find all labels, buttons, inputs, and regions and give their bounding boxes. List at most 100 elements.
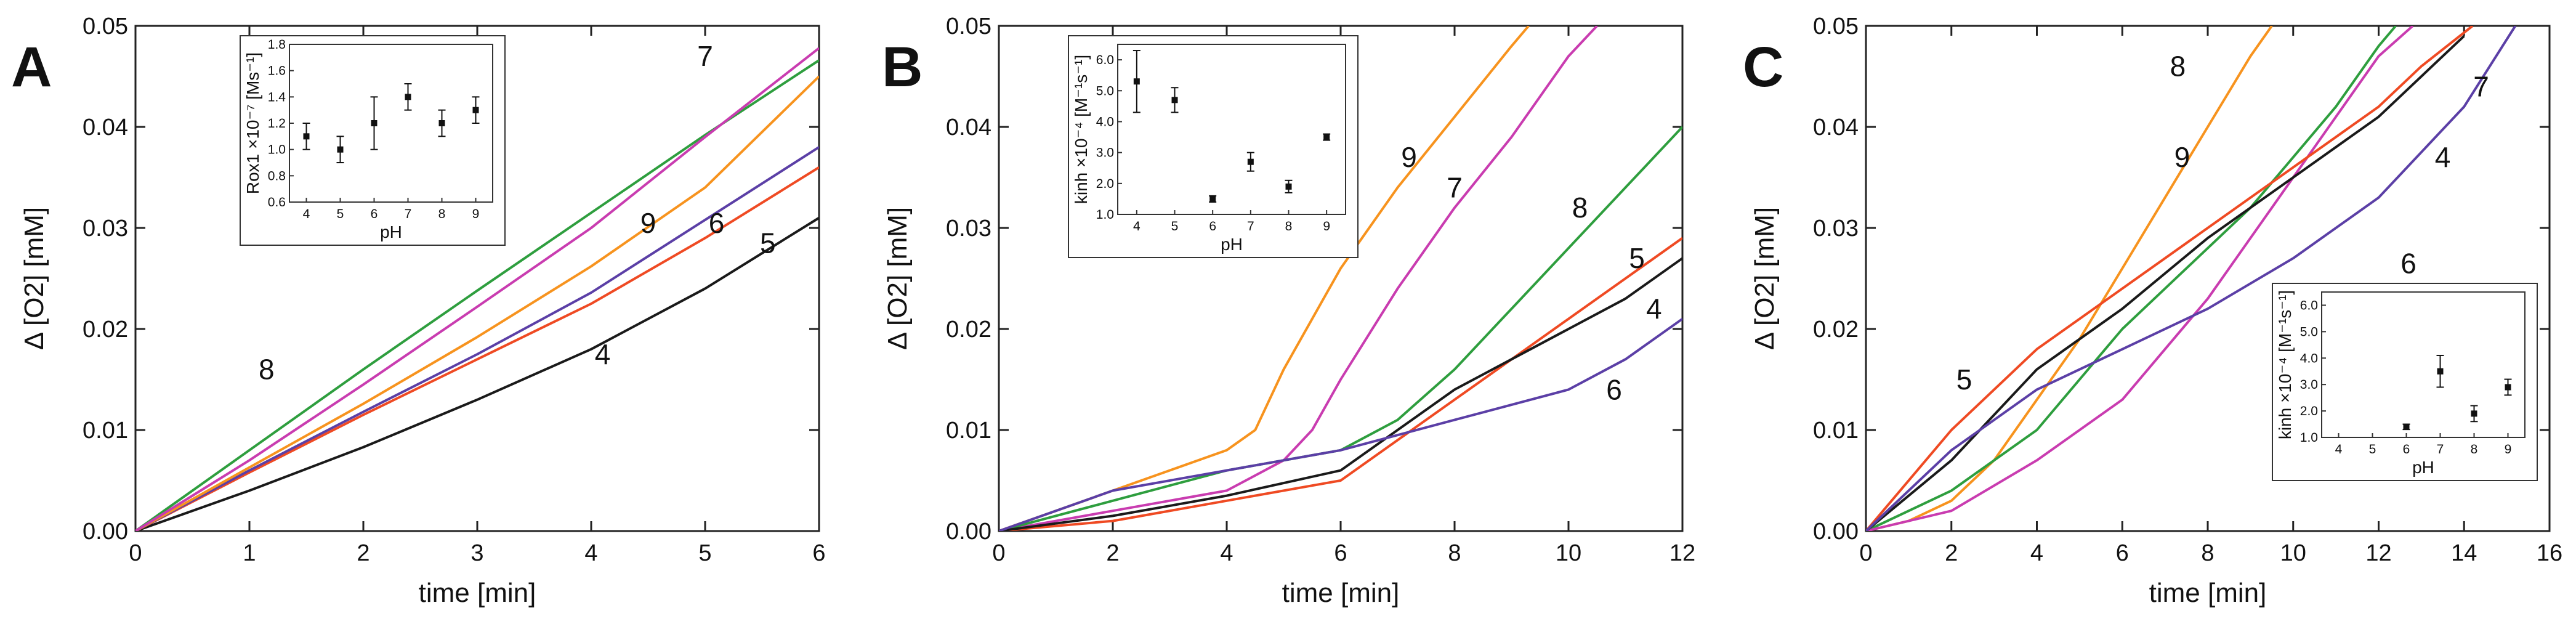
panel-a-x-tick-label: 3 [470,540,483,566]
panel-a-y-tick-label: 0.02 [83,317,128,343]
panel-c-x-tick-label: 12 [2365,540,2391,566]
panel-a-inset-x-tick-label: 7 [405,207,412,221]
panel-a-inset-y-tick-label: 0.8 [268,169,286,183]
panel-c-curve-label-7: 7 [2473,70,2489,102]
panel-b-inset-y-tick-label: 6.0 [1096,53,1114,67]
panel-b-inset-point [1209,195,1216,202]
panel-b-curve-label-9: 9 [1401,141,1417,173]
panel-c-x-tick-label: 0 [1859,540,1872,566]
panel-b-inset-frame [1068,35,1359,258]
panel-b-inset-point [1133,78,1140,85]
panel-c-inset-y-tick-label: 5.0 [2300,325,2318,339]
panel-c-inset-y-tick-label: 1.0 [2300,431,2318,445]
panel-b-inset-x-tick-label: 4 [1133,219,1141,233]
panel-c-x-tick-label: 16 [2537,540,2562,566]
panel-c-x-tick-label: 2 [1945,540,1958,566]
panel-a-inset-x-tick-label: 9 [472,207,480,221]
panel-b-y-tick-label: 0.04 [946,115,991,140]
panel-a-inset-x-axis-title: pH [380,222,402,241]
panel-c-inset-point [2403,423,2410,430]
panel-b-x-tick-label: 6 [1334,540,1347,566]
panel-b-inset-x-axis-title: pH [1221,235,1243,254]
panel-c-inset-point [2437,368,2444,375]
panel-a-inset-point [303,133,310,140]
panel-c-series-line-6 [1866,26,2517,531]
panel-b-series-line-9 [999,26,1530,531]
panel-c-inset-y-tick-label: 3.0 [2300,378,2318,392]
panel-b-inset-y-axis-title: kinh ×10⁻⁴ [M⁻¹s⁻¹] [1072,55,1091,204]
panel-a-series-line-7 [135,47,819,531]
panel-b-x-tick-label: 0 [992,540,1005,566]
panel-c-inset-x-tick-label: 4 [2335,442,2343,456]
panel-b-inset-y-tick-label: 4.0 [1096,115,1114,129]
panel-a-y-tick-label: 0.05 [83,14,128,39]
panel-b-x-axis-title: time [min] [1282,578,1400,608]
panel-a-series-line-8 [135,59,819,531]
panel-c: C 0 2 4 6 8 10 12 14 16 0.00 0.01 0.02 0.03 0.04 0.05 t… [1743,14,2562,608]
panel-a-inset-y-tick-label: 1.4 [268,90,286,104]
panel-b-y-axis-title: Δ [O2] [mM] [882,207,913,350]
panel-c-curve-label-6: 6 [2400,247,2417,279]
panel-b-inset-point [1323,134,1330,140]
panel-a-inset-x-tick-label: 6 [371,207,378,221]
panel-a-y-tick-label: 0.04 [83,115,128,140]
panel-c-inset-point [2505,384,2511,391]
panel-a-x-axis-title: time [min] [419,578,536,608]
panel-b-inset-plot-frame [1117,44,1346,215]
panel-c-y-tick-label: 0.00 [1813,519,1859,545]
panel-b-inset-y-tick-label: 2.0 [1096,177,1114,191]
panel-a-inset-x-tick-label: 8 [438,207,446,221]
panel-b-series-line-7 [999,26,1598,531]
panel-c-inset-point [2471,410,2477,417]
panel-a-curve-label-4: 4 [595,338,611,370]
panel-b-x-tick-label: 10 [1556,540,1581,566]
panel-c-series-line-8 [1866,26,2397,531]
panel-a-inset-y-axis-title: Rox1 ×10⁻⁷ [Ms⁻¹] [243,52,262,194]
panel-a-x-tick-label: 4 [584,540,597,566]
panel-b-inset-y-tick-label: 1.0 [1096,208,1114,222]
panel-a-inset-point [472,107,479,113]
panel-b-inset-y-tick-label: 3.0 [1096,146,1114,160]
panel-b-y-tick-label: 0.03 [946,216,991,241]
panel-b-letter: B [882,36,923,99]
panel-b-inset-y-tick-label: 5.0 [1096,84,1114,98]
panel-b-y-tick-label: 0.02 [946,317,991,343]
panel-a-series-line-9 [135,75,819,531]
panel-a-inset-point [438,120,445,126]
panel-b-x-tick-label: 8 [1448,540,1461,566]
panel-c-inset-x-tick-label: 7 [2437,442,2444,456]
panel-a-curve-label-9: 9 [640,207,656,239]
panel-c-x-tick-label: 4 [2030,540,2043,566]
panel-b-inset-point [1247,158,1254,165]
panel-b-curve-label-8: 8 [1572,192,1588,224]
panel-a-inset-point [337,146,344,153]
panel-b-curve-label-5: 5 [1629,242,1645,274]
panel-b-series-line-8 [999,126,1682,531]
panel-a-inset-y-tick-label: 1.8 [268,38,286,52]
panel-a-series-line-4 [135,216,819,531]
panel-a-inset-y-tick-label: 1.0 [268,143,286,157]
panel-a-x-tick-label: 2 [357,540,369,566]
panel-b-x-tick-label: 12 [1670,540,1695,566]
panel-a: A 0 1 2 3 4 5 6 0.00 0.01 0.02 0.03 0.04 0.05 time [m… [11,14,826,608]
panel-b-curve-label-7: 7 [1447,171,1463,203]
panel-a-y-axis-title: Δ [O2] [mM] [19,207,49,350]
panel-a-y-tick-label: 0.00 [83,519,128,545]
panel-b-inset-point [1171,97,1178,103]
panel-b-curve-label-6: 6 [1606,373,1622,405]
panel-b-series-line-6 [999,317,1682,531]
panel-c-x-tick-label: 14 [2451,540,2477,566]
panel-b-x-tick-label: 2 [1106,540,1119,566]
panel-b: B 0 2 4 6 8 10 12 0.00 0.01 0.02 0.03 0.04 0.05 time … [882,14,1695,608]
panel-a-y-tick-label: 0.01 [83,418,128,444]
panel-c-y-tick-label: 0.04 [1813,115,1859,140]
panel-b-y-tick-label: 0.00 [946,519,991,545]
panel-c-inset-frame [2272,283,2538,481]
panel-a-y-tick-label: 0.03 [83,216,128,241]
panel-c-inset-x-tick-label: 9 [2505,442,2512,456]
panel-c-series-line-5 [1866,26,2474,531]
panel-c-x-axis-title: time [min] [2149,578,2267,608]
panel-a-curve-label-8: 8 [259,354,275,386]
panel-b-inset-x-tick-label: 9 [1323,219,1330,233]
